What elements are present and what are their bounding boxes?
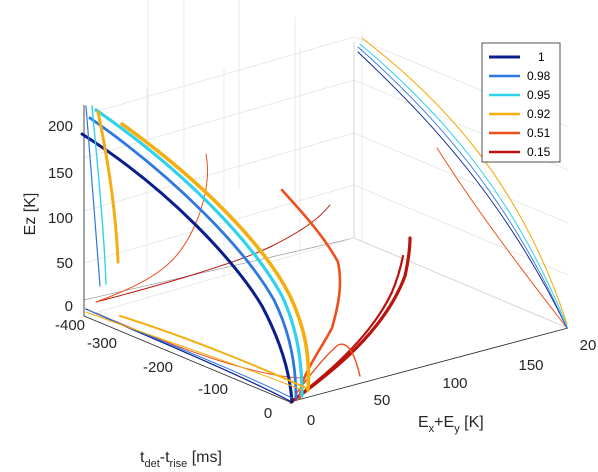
z-tick-label: 100	[48, 210, 73, 227]
legend-box	[481, 42, 561, 163]
x-tick-label: 20	[580, 337, 597, 354]
front-axes	[83, 105, 569, 403]
y-axis-label-main: t	[140, 449, 145, 466]
series-0.95-side-projection	[359, 43, 568, 327]
series-0.98-main-curve	[88, 116, 298, 400]
legend-label: 0.15	[527, 145, 551, 159]
legend: 1 0.98 0.95 0.92 0.51 0.15	[481, 42, 561, 163]
y-axis-label-sub2: rise	[170, 458, 188, 470]
series-0.92-base-projection	[119, 315, 307, 389]
x-axis-label-sub2: y	[454, 423, 460, 435]
z-tick-label: 0	[65, 298, 73, 315]
series-0.95-left-projection	[91, 105, 107, 285]
series-curves	[80, 37, 568, 404]
z-tick-label: 50	[56, 255, 73, 272]
grid-line-z-left	[83, 184, 355, 264]
grid-line-z-left	[83, 237, 355, 317]
x-axis-label: Ex+Ey [K]	[418, 414, 484, 435]
x-tick-label: 100	[442, 375, 467, 392]
series-0.92-side-projection	[361, 37, 568, 325]
legend-label: 0.95	[527, 88, 551, 102]
z-tick-label: 200	[48, 118, 73, 135]
grid-line-z-right	[353, 184, 569, 276]
series-1-side-projection	[357, 51, 568, 329]
series-0.92-main-curve	[120, 122, 311, 392]
legend-label: 0.51	[527, 126, 551, 140]
series-0.98-left-projection	[85, 105, 101, 287]
x-axis-line	[289, 327, 569, 403]
x-tick-label: 150	[518, 357, 543, 374]
series-0.98-side-projection	[357, 46, 568, 329]
series-0.98-base-projection	[87, 309, 293, 399]
series-0.51-projection-left	[95, 153, 209, 303]
grid-line-z-left	[83, 132, 355, 212]
series-0.92-left-projection	[96, 110, 120, 264]
legend-label: 0.92	[527, 107, 551, 121]
z-axis-label: Ez [K]	[22, 193, 39, 236]
grid-line-z-right	[353, 132, 569, 224]
y-tick-label: -300	[87, 335, 117, 352]
y-axis-line	[83, 315, 291, 403]
y-tick-label: -100	[198, 381, 228, 398]
y-tick-label: -400	[55, 317, 85, 334]
y-axis-label-mid: -t	[160, 449, 170, 466]
series-0.51-main-curve	[280, 188, 342, 400]
legend-label: 0.98	[527, 69, 551, 83]
y-tick-label: 0	[264, 405, 272, 422]
series-1-main-curve	[80, 132, 294, 404]
x-axis-label-mid: +E	[434, 414, 454, 431]
back-bottom-edge-left	[83, 237, 355, 301]
grid-line-z-left	[83, 36, 355, 116]
z-tick-labels: 0 50 100 150 200	[48, 118, 73, 315]
legend-label: 1	[538, 50, 545, 64]
grid-line-z-right	[353, 237, 569, 329]
y-axis-label-sub1: det	[144, 458, 159, 470]
series-0.15-secondary-curve	[291, 254, 405, 402]
x-axis-label-main: E	[418, 414, 429, 431]
x-axis-label-sub1: x	[429, 423, 435, 435]
grid-line-z-left	[83, 79, 355, 159]
z-tick-label: 150	[48, 165, 73, 182]
y-tick-labels: 0 -100 -200 -300-400	[55, 317, 272, 422]
series-0.51-projection-right	[436, 147, 568, 329]
x-tick-label: 0	[307, 412, 315, 429]
series-0.15-main-curve	[289, 236, 412, 404]
x-tick-label: 50	[374, 392, 391, 409]
x-tick-labels: 0 50 100 150 20	[307, 337, 597, 429]
x-axis-label-tail: [K]	[460, 414, 484, 431]
y-tick-label: -200	[143, 359, 173, 376]
y-axis-label-tail: [ms]	[187, 449, 222, 466]
series-0.92-lower-projection	[85, 311, 303, 391]
series-0.95-main-curve	[94, 108, 304, 398]
y-axis-label: tdet-trise [ms]	[140, 449, 222, 470]
